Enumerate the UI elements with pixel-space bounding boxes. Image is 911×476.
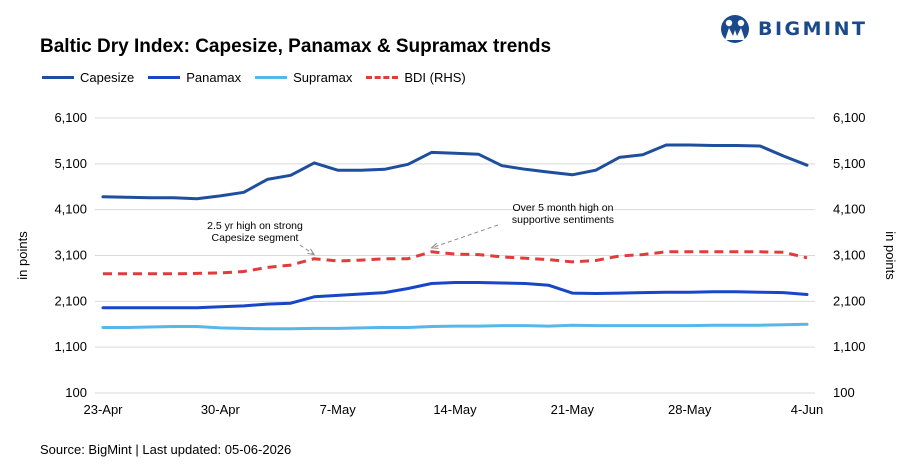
annotation-text: supportive sentiments bbox=[512, 214, 614, 226]
x-tick-label: 7-May bbox=[320, 402, 357, 417]
x-tick-label: 21-May bbox=[551, 402, 595, 417]
legend-swatch bbox=[366, 76, 399, 79]
y-tick-label-left: 3,100 bbox=[54, 248, 87, 263]
y-tick-label-right: 100 bbox=[833, 385, 855, 400]
x-tick-label: 30-Apr bbox=[201, 402, 241, 417]
x-tick-label: 14-May bbox=[433, 402, 477, 417]
y-tick-label-left: 2,100 bbox=[54, 293, 87, 308]
y-tick-label-right: 2,100 bbox=[833, 293, 866, 308]
y-axis-title-right: in points bbox=[883, 231, 898, 280]
annotation-text: 2.5 yr high on strong bbox=[207, 220, 303, 232]
y-tick-label-right: 1,100 bbox=[833, 339, 866, 354]
y-tick-label-left: 1,100 bbox=[54, 339, 87, 354]
chart-legend: Capesize Panamax Supramax BDI (RHS) bbox=[42, 70, 480, 85]
legend-label: BDI (RHS) bbox=[404, 70, 466, 85]
annotation-leader bbox=[431, 224, 499, 249]
x-tick-label: 28-May bbox=[668, 402, 712, 417]
annotation-arrowhead bbox=[430, 242, 439, 249]
legend-item: Supramax bbox=[255, 70, 352, 85]
annotation-arrowhead bbox=[307, 248, 316, 256]
chart-title: Baltic Dry Index: Capesize, Panamax & Su… bbox=[40, 36, 552, 57]
series-line-panamax bbox=[101, 281, 809, 310]
bigmint-logo: BIGMINT bbox=[720, 14, 868, 44]
series-line-capesize bbox=[101, 143, 809, 201]
y-tick-label-left: 4,100 bbox=[54, 202, 87, 217]
annotation-text: Capesize segment bbox=[212, 232, 299, 244]
annotation-text: Over 5 month high on bbox=[513, 202, 614, 214]
legend-label: Panamax bbox=[186, 70, 242, 85]
legend-item: Panamax bbox=[148, 70, 241, 85]
legend-swatch bbox=[42, 76, 74, 79]
y-tick-label-left: 6,100 bbox=[54, 110, 87, 125]
series-line-supramax bbox=[101, 322, 809, 331]
y-tick-label-right: 3,100 bbox=[833, 248, 866, 263]
x-tick-label: 4-Jun bbox=[791, 402, 824, 417]
y-tick-label-right: 5,100 bbox=[833, 156, 866, 171]
x-tick-label: 23-Apr bbox=[83, 402, 123, 417]
y-tick-label-left: 100 bbox=[65, 385, 87, 400]
legend-swatch bbox=[148, 76, 181, 79]
y-axis-title-left: in points bbox=[15, 231, 30, 280]
bigmint-logo-text: BIGMINT bbox=[758, 18, 868, 40]
legend-label: Supramax bbox=[293, 70, 353, 85]
legend-item: Capesize bbox=[42, 70, 134, 85]
annotation-leader bbox=[299, 244, 315, 256]
y-tick-label-right: 4,100 bbox=[833, 202, 866, 217]
legend-label: Capesize bbox=[80, 70, 135, 85]
source-note: Source: BigMint | Last updated: 05-06-20… bbox=[40, 442, 292, 457]
series-line-bdi-rhs bbox=[103, 250, 808, 276]
y-tick-label-right: 6,100 bbox=[833, 110, 866, 125]
legend-swatch bbox=[255, 76, 288, 79]
y-tick-label-left: 5,100 bbox=[54, 156, 87, 171]
bigmint-logo-icon bbox=[721, 15, 749, 43]
legend-item: BDI (RHS) bbox=[366, 70, 466, 85]
